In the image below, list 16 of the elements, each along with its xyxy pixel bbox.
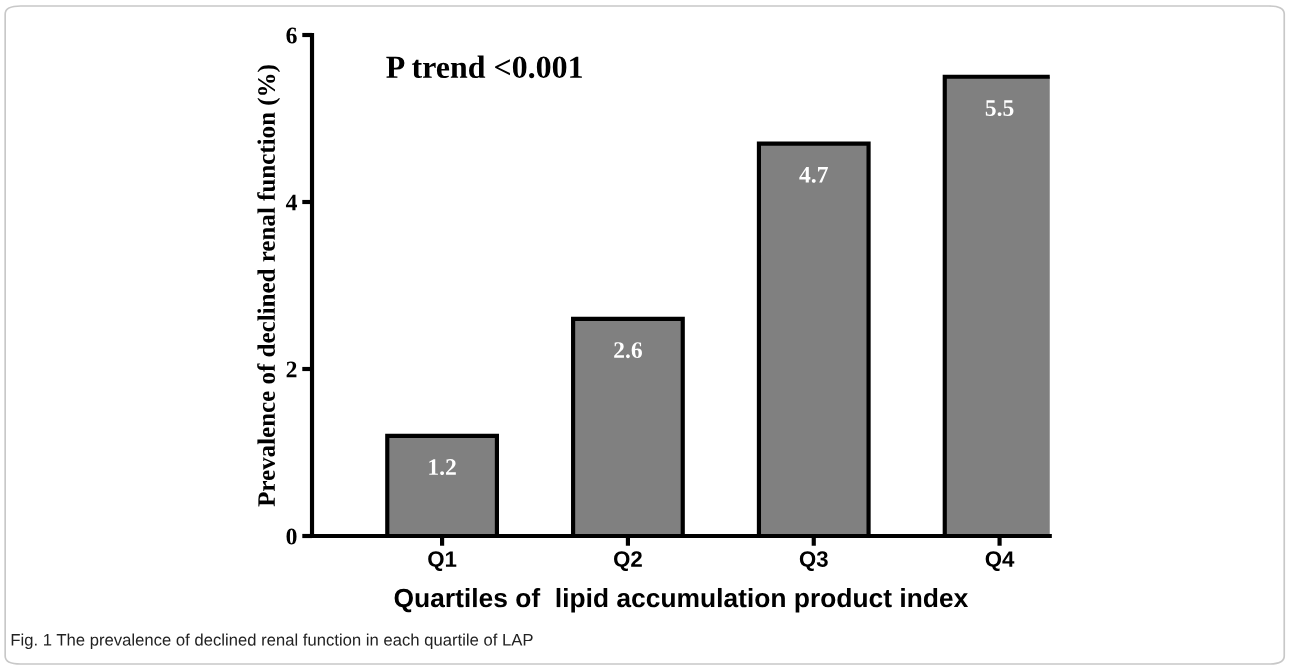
x-tick-label: Q2 (614, 551, 642, 572)
data-label: 2.6 (614, 342, 642, 359)
x-axis-title: Quartiles of lipid accumulation product index (394, 587, 969, 613)
annotation: P trend <0.001 (386, 55, 582, 79)
y-tick-label: 4 (285, 194, 297, 211)
data-label: 5.5 (985, 100, 1014, 117)
y-tick-label: 6 (286, 27, 297, 44)
data-label: 4.7 (799, 166, 828, 183)
x-tick-label: Q3 (799, 551, 828, 572)
x-tick-label: Q4 (985, 551, 1015, 572)
x-tick-label: Q1 (428, 551, 457, 572)
y-tick-label: 0 (286, 528, 297, 545)
y-axis-title: Prevalence of declined renal function (%) (257, 65, 281, 507)
caption: Fig. 1 The prevalence of declined renal function in each quartile of LAP (11, 633, 533, 650)
y-tick-label: 2 (286, 361, 297, 378)
data-label: 1.2 (429, 459, 456, 476)
